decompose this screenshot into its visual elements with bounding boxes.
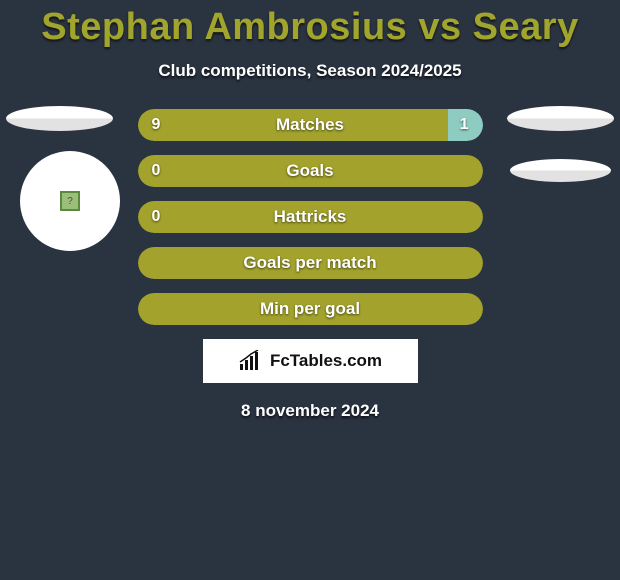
chart-icon [238, 350, 264, 372]
player-left-club-icon: ? [20, 151, 120, 251]
stat-row: Hattricks0 [138, 201, 483, 233]
stat-row: Goals0 [138, 155, 483, 187]
stat-row: Goals per match [138, 247, 483, 279]
bar-left-value: 0 [152, 155, 161, 187]
brand-box: FcTables.com [203, 339, 418, 383]
bar-label: Goals [138, 155, 483, 187]
shield-icon: ? [60, 191, 80, 211]
bar-label: Goals per match [138, 247, 483, 279]
bar-left-value: 0 [152, 201, 161, 233]
stat-row: Min per goal [138, 293, 483, 325]
bar-left-value: 9 [152, 109, 161, 141]
bar-label: Matches [138, 109, 483, 141]
brand-text: FcTables.com [270, 351, 382, 371]
player-right-club-icon [510, 159, 611, 182]
bar-right-value: 1 [460, 109, 469, 141]
subtitle: Club competitions, Season 2024/2025 [0, 61, 620, 81]
player-right-flag-icon [507, 106, 614, 131]
stat-bars: Matches91Goals0Hattricks0Goals per match… [138, 109, 483, 325]
stat-row: Matches9 1 [138, 109, 483, 141]
page-title: Stephan Ambrosius vs Seary [0, 0, 620, 49]
bar-label: Min per goal [138, 293, 483, 325]
comparison-infographic: Stephan Ambrosius vs Seary Club competit… [0, 0, 620, 580]
compare-area: ? Matches91Goals0Hattricks0Goals per mat… [0, 109, 620, 325]
bar-label: Hattricks [138, 201, 483, 233]
date-text: 8 november 2024 [0, 401, 620, 421]
player-left-flag-icon [6, 106, 113, 131]
